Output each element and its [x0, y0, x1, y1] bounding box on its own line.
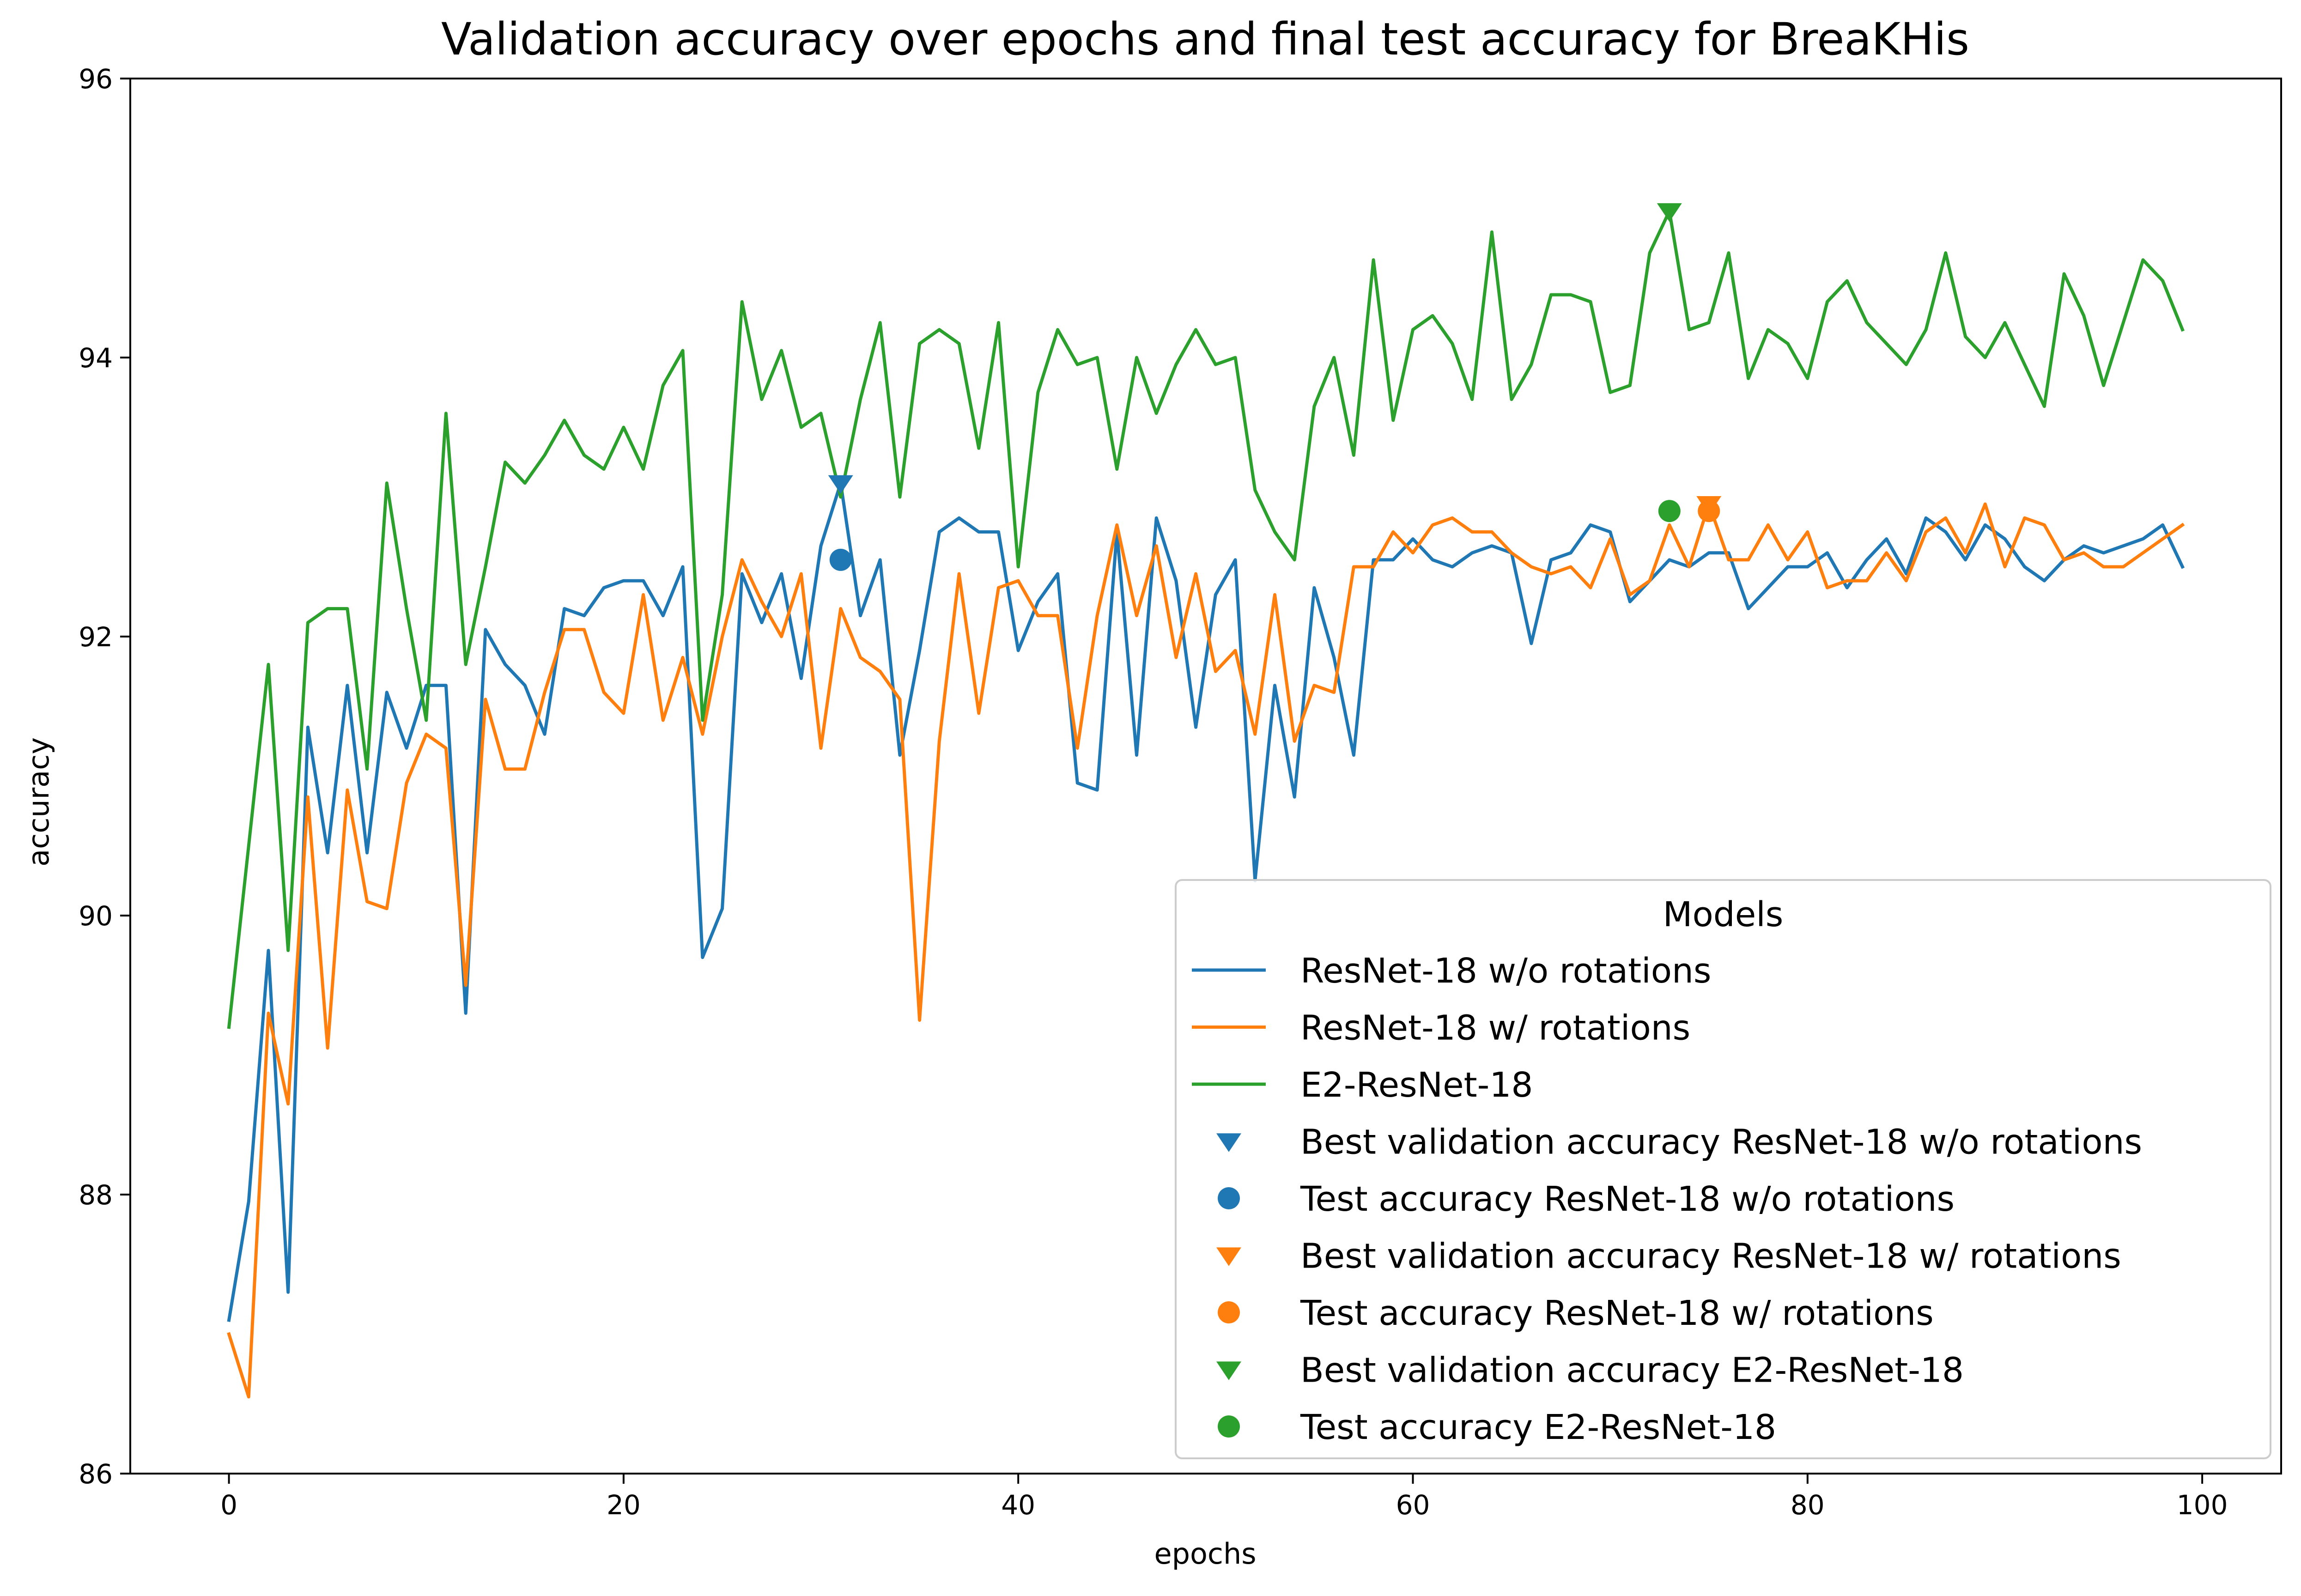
- marker-point-0: [828, 475, 853, 494]
- y-axis-label: accuracy: [22, 737, 55, 867]
- legend-label-6: Test accuracy ResNet-18 w/ rotations: [1300, 1293, 1934, 1333]
- legend-label-0: ResNet-18 w/o rotations: [1300, 951, 1711, 991]
- x-axis-label: epochs: [1154, 1537, 1256, 1571]
- series-line-2: [227, 209, 2185, 1029]
- legend-label-5: Best validation accuracy ResNet-18 w/ ro…: [1300, 1237, 2121, 1276]
- x-tick-label-0: 0: [220, 1489, 237, 1521]
- y-tick-label-0: 86: [79, 1458, 113, 1490]
- legend-swatch-8: [1218, 1415, 1240, 1438]
- y-tick-label-2: 90: [79, 900, 113, 932]
- legend: Models ResNet-18 w/o rotations ResNet-18 w…: [1175, 879, 2271, 1459]
- x-tick-label-3: 60: [1396, 1489, 1430, 1521]
- marker-point-3: [1698, 500, 1720, 522]
- legend-swatch-6: [1218, 1301, 1240, 1323]
- legend-label-8: Test accuracy E2-ResNet-18: [1300, 1408, 1776, 1447]
- legend-box: [1175, 879, 2271, 1459]
- series-line-1: [227, 502, 2185, 1399]
- y-tick-label-5: 96: [79, 63, 113, 95]
- x-tick-label-4: 80: [1791, 1489, 1825, 1521]
- legend-label-3: Best validation accuracy ResNet-18 w/o r…: [1300, 1123, 2142, 1162]
- series-line-0: [227, 481, 2185, 1322]
- legend-swatch-4: [1218, 1187, 1240, 1209]
- plot-area: [227, 203, 2185, 1399]
- axes-frame: [129, 78, 2282, 1475]
- x-tick-label-5: 100: [2177, 1489, 2228, 1521]
- legend-title: Models: [1663, 895, 1784, 935]
- y-tick-label-3: 92: [79, 621, 113, 653]
- marker-point-4: [1657, 203, 1682, 222]
- x-tick-label-2: 40: [1001, 1489, 1035, 1521]
- legend-label-1: ResNet-18 w/ rotations: [1300, 1008, 1690, 1048]
- axes: 0 20 40 60 80 100 86 88 90 92 94 96: [79, 63, 2282, 1521]
- chart-title: Validation accuracy over epochs and fina…: [441, 13, 1969, 65]
- legend-label-2: E2-ResNet-18: [1300, 1065, 1533, 1105]
- legend-swatch-5: [1216, 1247, 1241, 1266]
- y-tick-label-1: 88: [79, 1179, 113, 1211]
- legend-swatch-7: [1216, 1361, 1241, 1380]
- legend-swatch-3: [1216, 1133, 1241, 1152]
- y-tick-label-4: 94: [79, 342, 113, 374]
- legend-label-7: Best validation accuracy E2-ResNet-18: [1300, 1351, 1964, 1390]
- marker-point-5: [1658, 500, 1681, 522]
- legend-label-4: Test accuracy ResNet-18 w/o rotations: [1300, 1179, 1955, 1219]
- x-tick-label-1: 20: [607, 1489, 641, 1521]
- marker-point-1: [829, 548, 852, 571]
